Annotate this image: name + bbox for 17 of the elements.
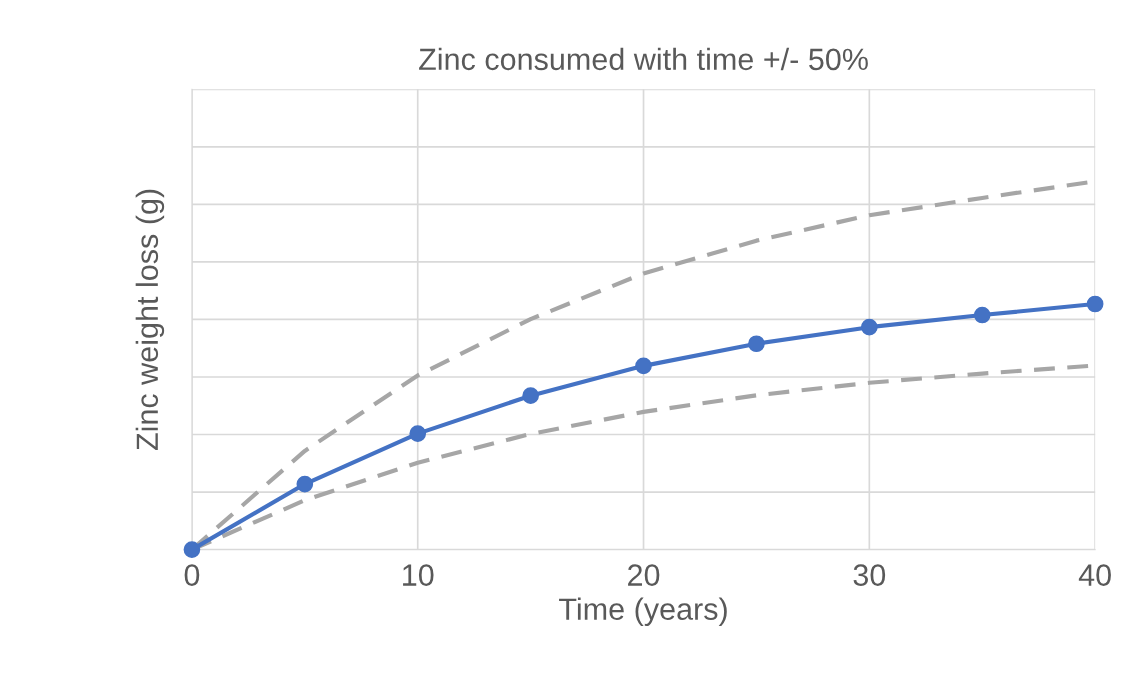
chart-title: Zinc consumed with time +/- 50% [419, 47, 868, 71]
y-axis-title: Zinc weight loss (g) [135, 189, 165, 451]
x-tick-label: 40 [1078, 564, 1111, 586]
x-tick-label: 30 [853, 564, 886, 586]
x-tick-label: 0 [184, 564, 200, 586]
point [635, 357, 652, 375]
point [860, 318, 878, 336]
point [973, 306, 991, 324]
x-tick-label: 20 [628, 564, 660, 586]
x-axis-title: Time (years) [559, 597, 727, 627]
x-tick-label: 10 [403, 564, 434, 586]
point [183, 541, 201, 558]
point [1086, 295, 1104, 313]
point [522, 387, 539, 405]
point [409, 425, 427, 442]
point [748, 335, 765, 353]
point [296, 475, 314, 493]
